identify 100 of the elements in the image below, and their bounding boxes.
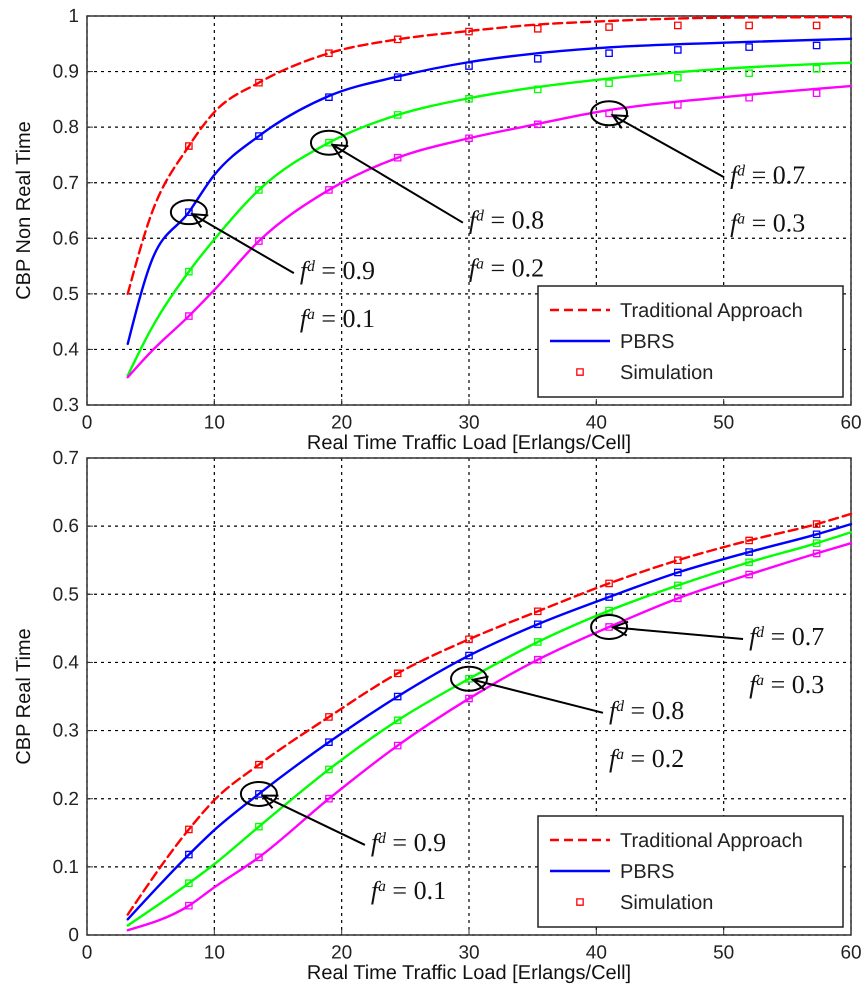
legend-label: Traditional Approach [620,300,803,322]
point [745,548,753,556]
x-axis-title: Real Time Traffic Load [Erlangs/Cell] [306,432,632,454]
point [812,539,820,547]
annotation: f$^{d}$ = 0.7 f$^{a}$ = 0.3 [749,622,824,699]
point [674,556,682,564]
y-tick-label: 0.4 [52,652,80,674]
point [325,138,333,147]
point [255,132,263,140]
point [255,186,263,194]
point [185,268,193,276]
y-tick-label: 0.3 [52,720,79,742]
point [394,670,402,678]
x-tick-label: 20 [331,412,352,434]
point [812,520,820,528]
point [325,794,333,803]
point [605,606,613,614]
y-tick-label: 0.4 [52,340,80,361]
y-tick-label: 0.5 [52,284,79,305]
point [745,536,753,544]
x-tick-label: 20 [331,942,352,964]
y-tick-label: 0.6 [52,228,79,250]
point [534,86,542,94]
point [812,530,820,538]
annotation: f$^{d}$ = 0.9 f$^{a}$ = 0.1 [370,828,446,905]
x-tick-label: 40 [586,942,607,964]
point [812,89,820,98]
point [605,49,613,58]
y-tick-label: 0.8 [52,117,79,138]
y-tick-label: 0.6 [52,516,79,538]
x-tick-label: 30 [458,412,480,434]
point [255,237,263,245]
x-tick-label: 0 [82,412,92,434]
point [465,652,473,660]
point [745,69,753,78]
x-tick-label: 60 [840,412,862,434]
y-tick-label: 0 [68,925,79,946]
point [394,154,402,162]
point [325,713,333,721]
y-tick-label: 0.3 [52,395,79,416]
line-series [126,16,852,296]
point [745,570,753,578]
annotation: f$^{d}$ = 0.8 f$^{a}$ = 0.2 [468,206,544,283]
point [674,568,682,576]
point [605,79,613,88]
point [465,694,473,702]
point [394,36,402,44]
point [465,134,473,142]
point [465,62,473,70]
point [394,692,402,700]
point [534,24,542,33]
x-tick-label: 60 [840,942,862,964]
point [534,620,542,628]
x-tick-label: 0 [82,942,92,964]
annotation: f$^{d}$ = 0.8 f$^{a}$ = 0.2 [609,696,684,773]
point [812,64,820,73]
point [605,580,613,588]
point [394,111,402,119]
point [255,822,263,830]
y-tick-label: 0.5 [52,584,79,606]
point [534,120,542,128]
point [465,674,473,683]
point [394,742,402,750]
point [534,638,542,646]
point [674,22,682,30]
point [745,94,753,102]
legend-label: PBRS [620,331,674,353]
point [812,22,820,30]
point [325,186,333,194]
point [325,766,333,774]
point [185,312,193,320]
point [674,101,682,109]
point [325,49,333,58]
point [185,826,193,834]
y-tick-label: 0.7 [52,172,79,194]
point [255,790,263,798]
y-tick-label: 0.9 [52,62,79,83]
point [465,635,473,644]
legend-label: Simulation [620,892,714,914]
point [674,582,682,590]
point [674,74,682,82]
point [185,902,193,910]
point [812,42,820,50]
point [605,623,613,631]
point [185,850,193,858]
point [605,593,613,601]
point [534,656,542,664]
y-axis-title: CBP Non Real Time [13,121,35,300]
x-tick-label: 10 [204,412,225,434]
annotation: f$^{d}$ = 0.9 f$^{a}$ = 0.1 [300,256,376,334]
point [325,93,333,101]
y-tick-label: 0.7 [52,448,79,470]
x-axis-title: Real Time Traffic Load [Erlangs/Cell] [306,962,632,984]
x-tick-label: 50 [713,412,734,434]
point [674,46,682,54]
point [185,208,193,216]
x-tick-label: 10 [204,942,225,964]
point [674,594,682,602]
point [325,738,333,746]
point [185,879,193,888]
